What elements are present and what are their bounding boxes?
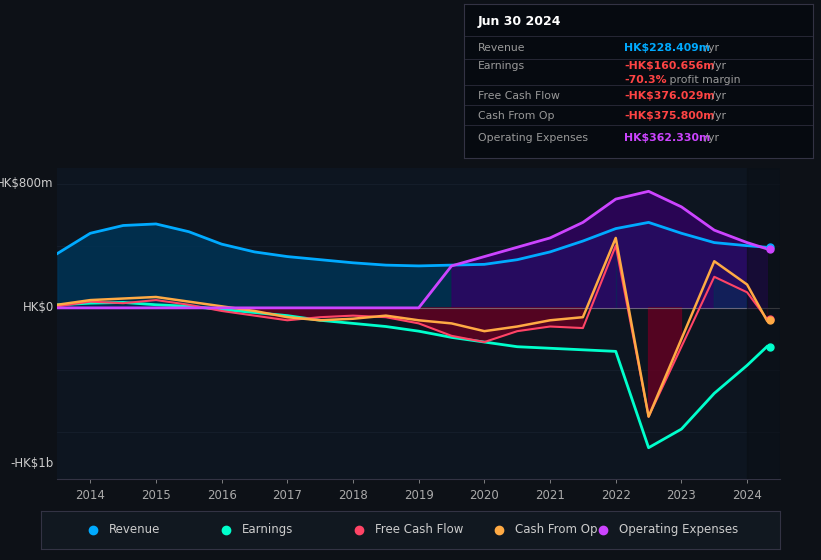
Text: -HK$376.029m: -HK$376.029m bbox=[624, 91, 715, 101]
Text: HK$362.330m: HK$362.330m bbox=[624, 133, 711, 143]
Text: Earnings: Earnings bbox=[242, 523, 293, 536]
Text: Cash From Op: Cash From Op bbox=[478, 110, 554, 120]
Text: Free Cash Flow: Free Cash Flow bbox=[375, 523, 463, 536]
Text: Jun 30 2024: Jun 30 2024 bbox=[478, 15, 562, 27]
Text: Free Cash Flow: Free Cash Flow bbox=[478, 91, 560, 101]
Text: -HK$160.656m: -HK$160.656m bbox=[624, 61, 715, 71]
Text: -HK$1b: -HK$1b bbox=[11, 457, 54, 470]
Text: profit margin: profit margin bbox=[667, 75, 741, 85]
Text: Earnings: Earnings bbox=[478, 61, 525, 71]
Text: Revenue: Revenue bbox=[478, 43, 525, 53]
Text: Operating Expenses: Operating Expenses bbox=[619, 523, 738, 536]
Text: /yr: /yr bbox=[708, 110, 726, 120]
Text: -HK$375.800m: -HK$375.800m bbox=[624, 110, 715, 120]
Text: /yr: /yr bbox=[701, 43, 719, 53]
Text: HK$228.409m: HK$228.409m bbox=[624, 43, 710, 53]
Bar bbox=[747, 168, 780, 479]
Text: -70.3%: -70.3% bbox=[624, 75, 667, 85]
Text: /yr: /yr bbox=[708, 61, 726, 71]
Text: Operating Expenses: Operating Expenses bbox=[478, 133, 588, 143]
Text: HK$0: HK$0 bbox=[23, 301, 54, 314]
Text: /yr: /yr bbox=[708, 91, 726, 101]
Text: /yr: /yr bbox=[701, 133, 719, 143]
Text: Cash From Op: Cash From Op bbox=[516, 523, 598, 536]
Text: HK$800m: HK$800m bbox=[0, 177, 54, 190]
Text: Revenue: Revenue bbox=[109, 523, 160, 536]
